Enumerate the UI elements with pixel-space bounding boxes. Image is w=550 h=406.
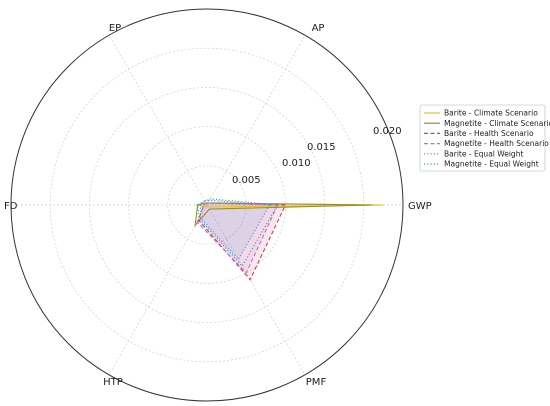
r-tick-label: 0.015 bbox=[307, 142, 336, 153]
series-line-3 bbox=[196, 202, 279, 274]
legend-label: Magnetite - Equal Weight bbox=[444, 160, 539, 169]
grid-circle-0 bbox=[167, 165, 247, 245]
axis-label-gwp: GWP bbox=[408, 201, 432, 212]
r-tick-label: 0.005 bbox=[232, 175, 261, 186]
legend-box bbox=[419, 104, 546, 172]
outer-frame bbox=[10, 8, 404, 402]
series-fill-4 bbox=[199, 200, 270, 260]
r-tick-label: 0.010 bbox=[282, 158, 311, 169]
axis-label-ep: EP bbox=[109, 23, 121, 34]
series-line-4 bbox=[199, 199, 271, 261]
legend-label: Barite - Climate Scenario bbox=[444, 109, 538, 118]
legend-label: Barite - Health Scenario bbox=[444, 129, 534, 138]
series-lines bbox=[194, 198, 384, 281]
series-line-1 bbox=[194, 202, 372, 228]
axis-label-pmf: PMF bbox=[306, 377, 327, 388]
r-tick-label: 0.020 bbox=[373, 126, 402, 137]
legend-label: Magnetite - Climate Scenario bbox=[444, 119, 550, 128]
series-fill-2 bbox=[198, 203, 286, 280]
series-fill-3 bbox=[197, 203, 278, 273]
legend-label: Magnetite - Health Scenario bbox=[444, 139, 549, 148]
axis-label-ap: AP bbox=[312, 23, 325, 34]
grid-spoke-htp bbox=[108, 204, 208, 375]
series-line-5 bbox=[197, 198, 279, 268]
axis-label-fd: FD bbox=[4, 201, 18, 212]
grid-circle-1 bbox=[128, 126, 286, 284]
grid-spoke-pmf bbox=[206, 204, 306, 375]
series-line-2 bbox=[197, 202, 287, 281]
series-fills bbox=[196, 200, 384, 280]
labels-layer: 0.005 0.010 0.015 0.020 GWP AP EP FD HTP PMF bbox=[4, 23, 432, 388]
grid-spoke-ap bbox=[206, 35, 306, 206]
grid-spoke-ep bbox=[108, 35, 208, 206]
legend-label: Barite - Equal Weight bbox=[444, 149, 523, 158]
axis-label-htp: HTP bbox=[103, 377, 123, 388]
